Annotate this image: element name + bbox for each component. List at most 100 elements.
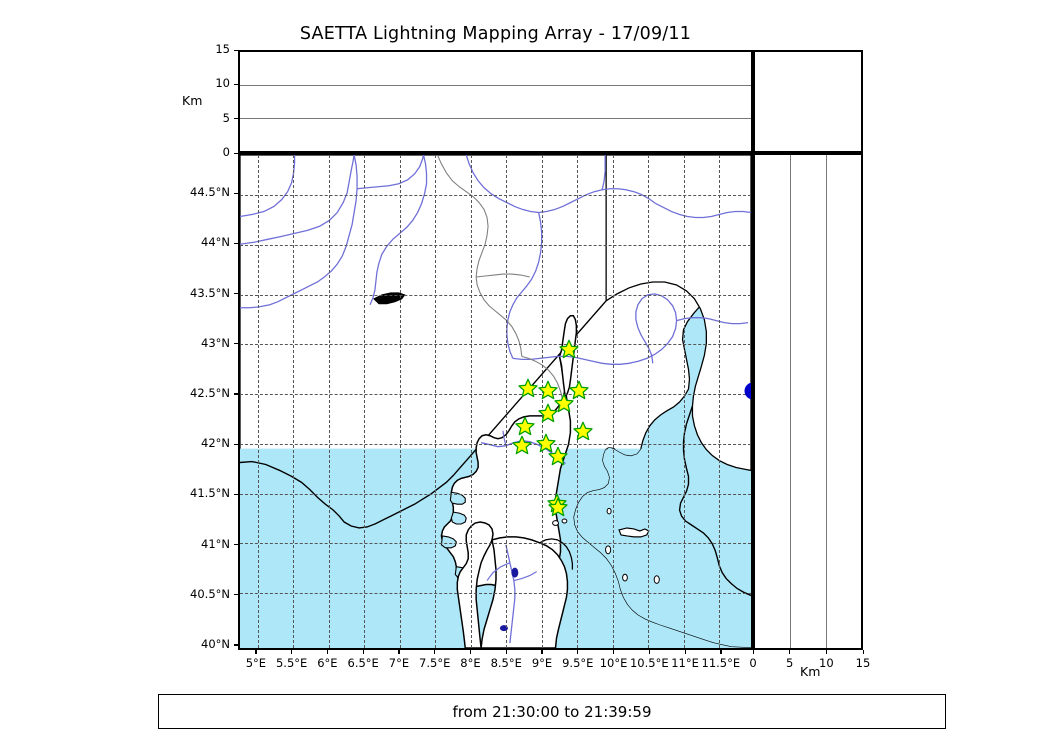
map-gridline-lat-43 xyxy=(240,344,751,346)
map-lon-tick-5_5: 5.5°E xyxy=(275,656,308,670)
top-altitude-panel[interactable] xyxy=(238,50,753,153)
map-lat-tick-41_5: 41.5°N xyxy=(190,486,230,501)
map-gridline-lat-41 xyxy=(240,543,751,545)
map-lat-tickmark-44_5 xyxy=(234,192,238,194)
map-lon-tickmark-6_5 xyxy=(362,650,364,654)
map-lon-tick-9: 9°E xyxy=(531,656,553,670)
station-marker[interactable] xyxy=(554,393,574,413)
map-lat-tickmark-42 xyxy=(234,443,238,445)
status-bar[interactable]: from 21:30:00 to 21:39:59 xyxy=(158,694,946,729)
map-gridline-lat-40_5 xyxy=(240,593,751,595)
map-lon-tickmark-11 xyxy=(684,650,686,654)
map-lat-tick-42_5: 42.5°N xyxy=(190,385,230,400)
map-lon-tick-9_5: 9.5°E xyxy=(562,656,594,670)
map-gridline-lat-42 xyxy=(240,443,751,445)
station-marker[interactable] xyxy=(559,339,579,358)
source-marker[interactable] xyxy=(744,382,751,400)
right-panel-xtickmark-0 xyxy=(752,650,754,654)
top-panel-ytickmark-0 xyxy=(234,152,238,154)
top-panel-ytick-5: 5 xyxy=(222,110,230,125)
station-marker[interactable] xyxy=(548,498,569,517)
top-panel-ytick-0: 0 xyxy=(222,145,230,159)
map-lon-tickmark-9 xyxy=(541,650,543,654)
map-gridline-lon-8_5 xyxy=(506,155,508,648)
map-gridline-lon-11_5 xyxy=(719,155,721,648)
map-lon-tick-7_5: 7.5°E xyxy=(419,656,451,670)
right-panel-xtickmark-15 xyxy=(862,650,864,654)
map-lon-tickmark-10 xyxy=(613,650,615,654)
right-panel-xtick-0: 0 xyxy=(749,656,757,670)
map-lon-tick-8_5: 8.5°E xyxy=(490,656,522,670)
map-lon-tickmark-7_5 xyxy=(434,650,436,654)
station-marker[interactable] xyxy=(548,446,569,466)
right-panel-axis-label: Km xyxy=(800,664,821,679)
map-lat-tick-40: 40°N xyxy=(201,636,230,651)
station-marker[interactable] xyxy=(518,378,538,398)
station-marker[interactable] xyxy=(514,416,535,436)
corner-panel[interactable] xyxy=(753,50,863,153)
top-panel-axis-label: Km xyxy=(182,93,203,108)
top-panel-ytickmark-5 xyxy=(234,118,238,120)
map-lat-tickmark-42_5 xyxy=(234,393,238,395)
map-geography xyxy=(240,155,751,648)
map-lat-tick-40_5: 40.5°N xyxy=(190,586,230,601)
map-gridline-lon-7_5 xyxy=(435,155,437,648)
map-gridline-lon-7 xyxy=(399,155,401,648)
right-panel-gridline-10 xyxy=(825,155,827,648)
top-panel-ytickmark-15 xyxy=(234,49,238,51)
station-marker[interactable] xyxy=(569,380,589,400)
station-marker[interactable] xyxy=(537,380,558,400)
map-lat-tickmark-40 xyxy=(234,644,238,646)
map-lat-tick-42: 42°N xyxy=(201,436,230,451)
map-gridline-lon-6_5 xyxy=(364,155,366,648)
map-lon-tickmark-7 xyxy=(398,650,400,654)
right-panel-xtickmark-5 xyxy=(789,650,791,654)
map-lon-tick-11: 11°E xyxy=(671,656,699,670)
map-lon-tick-10: 10°E xyxy=(599,656,628,670)
map-gridline-lon-11 xyxy=(683,155,685,648)
map-gridline-lon-6 xyxy=(328,155,330,648)
status-bar-text: from 21:30:00 to 21:39:59 xyxy=(452,702,652,721)
map-lat-tickmark-41 xyxy=(234,544,238,546)
top-panel-ytick-15: 15 xyxy=(215,42,230,56)
station-marker[interactable] xyxy=(573,421,594,441)
map-lon-tickmark-9_5 xyxy=(577,650,579,654)
map-lat-tick-44: 44°N xyxy=(201,235,230,250)
map-lat-tickmark-41_5 xyxy=(234,493,238,496)
map-lat-tick-43: 43°N xyxy=(201,335,230,350)
right-panel-xtick-15: 15 xyxy=(855,656,871,670)
station-marker[interactable] xyxy=(536,433,556,453)
map-lat-tickmark-40_5 xyxy=(234,594,238,596)
right-altitude-panel[interactable] xyxy=(753,153,863,650)
map-gridline-lon-5_5 xyxy=(293,155,295,648)
map-gridline-lat-44 xyxy=(240,244,751,246)
right-panel-gridline-5 xyxy=(790,155,792,648)
station-marker[interactable] xyxy=(537,403,558,423)
top-panel-gridline-5 xyxy=(240,117,751,119)
map-lat-tick-43_5: 43.5°N xyxy=(190,285,230,300)
top-panel-ytickmark-10 xyxy=(234,83,238,86)
map-lat-tick-44_5: 44.5°N xyxy=(190,185,230,200)
map-lon-tick-8: 8°E xyxy=(460,656,481,670)
map-lon-tick-10_5: 10.5°E xyxy=(629,656,669,670)
right-panel-xtick-10: 10 xyxy=(819,656,834,670)
map-gridline-lon-9_5 xyxy=(577,155,579,648)
top-panel-ytick-10: 10 xyxy=(215,76,230,91)
map-lon-tickmark-10_5 xyxy=(648,650,650,654)
map-lon-tick-6: 6°E xyxy=(317,656,338,670)
map-lon-tick-6_5: 6.5°E xyxy=(347,656,379,670)
top-panel-gridline-10 xyxy=(240,84,751,86)
map-gridline-lon-8 xyxy=(470,155,472,648)
map-gridline-lat-44_5 xyxy=(240,194,751,196)
map-gridline-lon-5 xyxy=(257,155,259,648)
map-lon-tickmark-8 xyxy=(469,650,472,654)
map-panel[interactable] xyxy=(238,153,753,650)
map-lon-tickmark-11_5 xyxy=(720,650,722,654)
map-gridline-lat-41_5 xyxy=(240,493,751,495)
map-lon-tickmark-8_5 xyxy=(505,650,507,654)
page-title: SAETTA Lightning Mapping Array - 17/09/1… xyxy=(299,24,692,44)
map-lat-tickmark-43_5 xyxy=(234,293,238,295)
station-marker[interactable] xyxy=(512,435,532,455)
map-lat-tickmark-44 xyxy=(234,242,238,245)
map-gridline-lon-10 xyxy=(612,155,614,648)
